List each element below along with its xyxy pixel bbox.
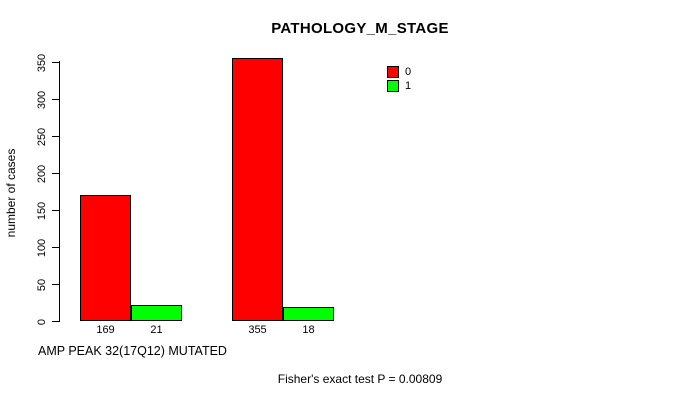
y-axis-label: number of cases [4,148,18,238]
y-tick-mark [52,173,60,175]
bar-series-1-group-1 [131,305,182,321]
fisher-test-annotation: Fisher's exact test P = 0.00809 [277,372,443,386]
legend-swatch-icon [387,65,399,78]
y-tick-mark [52,99,60,101]
y-tick-mark [52,62,60,64]
chart-title: PATHOLOGY_M_STAGE [271,20,449,37]
bar-value-label: 21 [150,324,163,336]
y-tick-label: 250 [36,127,48,146]
bar-value-label: 355 [248,324,267,336]
y-tick-mark [52,210,60,212]
legend-row: 0 [387,65,411,78]
legend-label: 0 [405,65,412,78]
y-tick-label: 150 [36,201,48,220]
y-tick-label: 50 [36,278,48,291]
legend-row: 1 [387,79,411,92]
bar-series-0-group-2 [232,58,283,321]
legend-swatch-icon [387,79,399,92]
y-tick-label: 100 [36,238,48,257]
y-tick-label: 200 [36,164,48,183]
y-axis-line [59,61,61,321]
bar-series-0-group-1 [80,195,131,321]
y-tick-mark [52,136,60,138]
y-tick-label: 0 [36,318,48,325]
bar-value-label: 169 [96,324,115,336]
legend-label: 1 [405,79,412,92]
y-tick-mark [52,284,60,286]
x-axis-label: AMP PEAK 32(17Q12) MUTATED [38,344,227,358]
y-tick-label: 300 [36,90,48,109]
y-tick-mark [52,247,60,249]
bar-value-label: 18 [302,324,315,336]
y-tick-label: 350 [36,53,48,72]
y-tick-mark [52,321,60,323]
bar-series-1-group-2 [283,307,334,321]
